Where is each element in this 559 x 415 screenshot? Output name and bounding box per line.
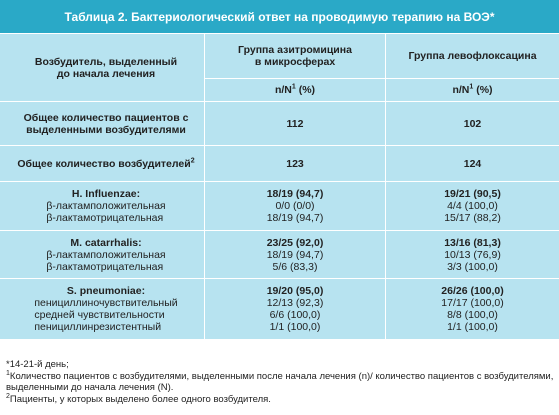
value-text: 1/1 (100,0) [269,321,321,333]
value-text: 15/17 (88,2) [444,212,501,224]
value-text: 0/0 (0/0) [275,200,315,212]
pathogen-name: S. pneumoniae: [66,285,146,297]
row-label-mcatarrhalis: M. catarrhalis: β-лактамположительная β-… [0,231,205,278]
label-group: M. catarrhalis: β-лактамположительная β-… [46,237,165,273]
value-text: 12/13 (92,3) [266,297,324,309]
value-text: 123 [286,157,304,170]
row-label-main: Общее количество возбудителей [17,157,191,170]
row-label-line2: выделенными возбудителями [26,123,186,136]
value-text: 17/17 (100,0) [441,297,504,309]
value-levofloxacin: 102 [386,102,559,145]
header-azithromycin: Группа азитромицина в микросферах [205,34,386,78]
table-row: Общее количество возбудителей2 123 124 [0,145,559,181]
header-row: Возбудитель, выделенный до начала лечени… [0,34,559,101]
unit-sup: 1 [469,83,474,91]
subgroup-label: пенициллинрезистентный [34,321,162,333]
value-levofloxacin: 124 [386,146,559,181]
row-label-spneumoniae: S. pneumoniae: пенициллиночувствительный… [0,279,205,339]
footnotes: *14-21-й день; 1Количество пациентов с в… [0,357,559,415]
unit-azithromycin-text: n/N1 (%) [274,83,316,97]
footnote-2: 2Пациенты, у которых выделено более одно… [6,392,555,406]
table-row: S. pneumoniae: пенициллиночувствительный… [0,278,559,339]
table-title-text: Таблица 2. Бактериологический ответ на п… [64,9,495,24]
header-pathogen-line2: до начала лечения [56,67,156,80]
value-text: 26/26 (100,0) [441,285,504,297]
subgroup-label: β-лактамотрицательная [46,260,164,273]
unit-azithromycin: n/N1 (%) [205,79,386,101]
row-label-text: Общее количество возбудителей2 [17,157,195,170]
unit-sup: 1 [291,83,296,91]
value-azithromycin: 23/25 (92,0) 18/19 (94,7) 5/6 (83,3) [205,231,386,278]
value-levofloxacin: 26/26 (100,0) 17/17 (100,0) 8/8 (100,0) … [386,279,559,339]
unit-suffix: (%) [473,84,493,96]
row-label-patients: Общее количество пациентов с выделенными… [0,102,205,145]
table-row: M. catarrhalis: β-лактамположительная β-… [0,230,559,278]
value-text: 19/21 (90,5) [444,188,501,200]
row-label-hinfluenzae: H. Influenzae: β-лактамположительная β-л… [0,182,205,230]
subgroup-label: β-лактамположительная [46,200,166,212]
unit-suffix: (%) [295,84,316,96]
value-text: 4/4 (100,0) [447,200,498,212]
subgroup-label: β-лактамотрицательная [46,212,164,224]
header-levofloxacin: Группа левофлоксацина [386,34,559,78]
header-pathogen-line1: Возбудитель, выделенный [34,55,178,68]
pathogen-name: H. Influenzae: [71,188,141,200]
value-text: 10/13 (76,9) [444,248,501,261]
unit-prefix: n/N [274,84,292,96]
footnote-star: *14-21-й день; [6,359,69,370]
value-levofloxacin: 19/21 (90,5) 4/4 (100,0) 15/17 (88,2) [386,182,559,230]
unit-levofloxacin: n/N1 (%) [386,79,559,101]
table-title: Таблица 2. Бактериологический ответ на п… [0,0,559,33]
value-text: 18/19 (94,7) [266,212,324,224]
row-label-pathogens: Общее количество возбудителей2 [0,146,205,181]
unit-prefix: n/N [452,84,470,96]
subgroup-label: пенициллиночувствительный [34,297,178,309]
pathogen-name: M. catarrhalis: [70,236,142,249]
value-azithromycin: 112 [205,102,386,145]
label-group: H. Influenzae: β-лактамположительная β-л… [46,188,165,224]
value-text: 19/20 (95,0) [266,285,324,297]
value-text: 124 [463,157,482,170]
value-levofloxacin: 13/16 (81,3) 10/13 (76,9) 3/3 (100,0) [386,231,559,278]
footnote-2-sup: 2 [6,392,10,400]
header-azithromycin-line1: Группа азитромицина [238,44,352,56]
footnote-1: 1Количество пациентов с возбудителями, в… [6,369,555,383]
value-azithromycin: 19/20 (95,0) 12/13 (92,3) 6/6 (100,0) 1/… [205,279,386,339]
header-levofloxacin-text: Группа левофлоксацина [408,50,537,62]
row-label-line1: Общее количество пациентов с [23,111,189,124]
data-table: Возбудитель, выделенный до начала лечени… [0,34,559,339]
value-text: 6/6 (100,0) [269,309,321,321]
value-text: 18/19 (94,7) [266,188,324,200]
footnote-1-cont: выделенными до начала лечения (N). [6,382,174,393]
subgroup-label: β-лактамположительная [46,248,166,261]
unit-levofloxacin-text: n/N1 (%) [452,83,493,97]
value-azithromycin: 18/19 (94,7) 0/0 (0/0) 18/19 (94,7) [205,182,386,230]
header-azithromycin-line2: в микросферах [254,56,336,68]
header-pathogen: Возбудитель, выделенный до начала лечени… [0,34,205,101]
subgroup-label: средней чувствительности [34,309,165,321]
value-azithromycin: 123 [205,146,386,181]
value-text: 18/19 (94,7) [266,248,324,261]
row-label-sup: 2 [190,157,195,164]
value-text: 5/6 (83,3) [272,260,318,273]
header-units: n/N1 (%) n/N1 (%) [205,78,559,101]
table-row: Общее количество пациентов с выделенными… [0,101,559,145]
value-text: 23/25 (92,0) [266,236,324,249]
value-text: 1/1 (100,0) [447,321,498,333]
value-text: 3/3 (100,0) [447,260,498,273]
value-text: 112 [286,117,304,130]
footnote-1-sup: 1 [6,369,10,377]
header-group-names: Группа азитромицина в микросферах Группа… [205,34,559,78]
label-group: S. pneumoniae: пенициллиночувствительный… [34,285,177,333]
header-groups: Группа азитромицина в микросферах Группа… [205,34,559,101]
table-row: H. Influenzae: β-лактамположительная β-л… [0,181,559,230]
value-text: 8/8 (100,0) [447,309,498,321]
value-text: 13/16 (81,3) [444,236,501,249]
footnote-1-text: Количество пациентов с возбудителями, вы… [9,370,554,382]
value-text: 102 [463,117,482,130]
footnote-2-text: Пациенты, у которых выделено более одног… [9,393,271,405]
